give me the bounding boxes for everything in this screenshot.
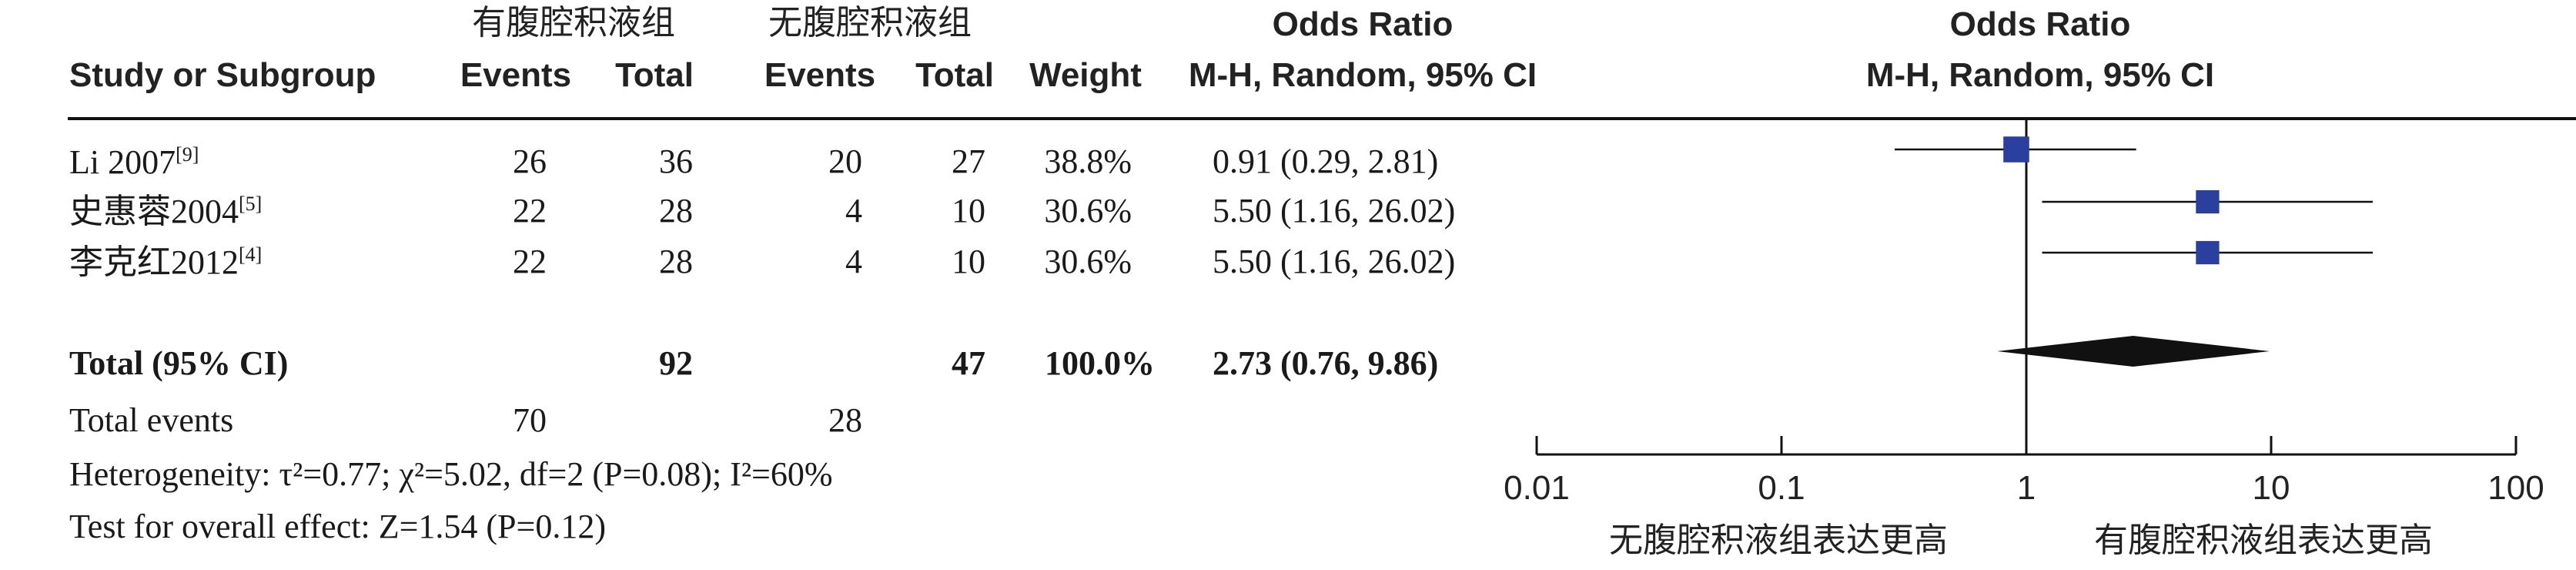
x-tick-label: 0.1 bbox=[1758, 469, 1805, 507]
events2-cell: 4 bbox=[845, 192, 862, 230]
events1-cell: 26 bbox=[513, 142, 547, 180]
weight-cell: 30.6% bbox=[1044, 192, 1132, 230]
events1-cell: 22 bbox=[513, 243, 547, 280]
total-events2: 28 bbox=[828, 401, 862, 439]
header-rule bbox=[68, 117, 2576, 120]
weight-cell: 38.8% bbox=[1044, 142, 1132, 180]
total2-sum: 47 bbox=[952, 344, 985, 382]
study-name: 史惠蓉2004[5] bbox=[69, 193, 263, 230]
total2-cell: 10 bbox=[952, 192, 985, 230]
events1-cell: 22 bbox=[513, 192, 547, 230]
group2-name: 无腹腔积液组 bbox=[768, 3, 972, 42]
total1-cell: 28 bbox=[659, 192, 693, 230]
ci-cell: 0.91 (0.29, 2.81) bbox=[1213, 142, 1439, 180]
group1-events-header: Events bbox=[460, 56, 572, 94]
or-column-title: Odds Ratio bbox=[1272, 5, 1454, 43]
group1-name: 有腹腔积液组 bbox=[472, 3, 675, 42]
pooled-diamond bbox=[1997, 336, 2270, 367]
total-ci: 2.73 (0.76, 9.86) bbox=[1213, 344, 1439, 382]
ci-cell: 5.50 (1.16, 26.02) bbox=[1213, 192, 1456, 230]
study-name: Li 2007[9] bbox=[69, 143, 199, 181]
x-tick-label: 0.01 bbox=[1504, 469, 1570, 507]
group2-events-header: Events bbox=[764, 56, 876, 94]
heterogeneity-text: Heterogeneity: τ²=0.77; χ²=5.02, df=2 (P… bbox=[69, 455, 833, 493]
ci-cell: 5.50 (1.16, 26.02) bbox=[1213, 243, 1456, 280]
study-column-header: Study or Subgroup bbox=[69, 56, 376, 94]
total1-sum: 92 bbox=[659, 344, 693, 382]
plot-title: Odds Ratio bbox=[1949, 5, 2131, 43]
weight-header: Weight bbox=[1029, 56, 1142, 94]
total2-cell: 27 bbox=[952, 142, 985, 180]
plot-method-header: M-H, Random, 95% CI bbox=[1865, 56, 2215, 94]
x-tick-label: 1 bbox=[2017, 469, 2036, 507]
favours-left-label: 无腹腔积液组表达更高 bbox=[1609, 521, 1948, 560]
total2-cell: 10 bbox=[952, 243, 985, 280]
total-weight: 100.0% bbox=[1045, 344, 1155, 382]
x-tick-label: 10 bbox=[2253, 469, 2290, 507]
events2-cell: 4 bbox=[845, 243, 862, 280]
total-events-label: Total events bbox=[69, 401, 234, 439]
favours-right-label: 有腹腔积液组表达更高 bbox=[2094, 521, 2433, 560]
study-name: 李克红2012[4] bbox=[69, 243, 263, 281]
weight-cell: 30.6% bbox=[1044, 243, 1132, 280]
total-events1: 70 bbox=[513, 401, 547, 439]
overall-effect-text: Test for overall effect: Z=1.54 (P=0.12) bbox=[69, 508, 606, 545]
total1-cell: 28 bbox=[659, 243, 693, 280]
total1-cell: 36 bbox=[659, 142, 693, 180]
study-marker bbox=[2196, 240, 2220, 265]
or-method-header: M-H, Random, 95% CI bbox=[1188, 56, 1537, 94]
study-marker bbox=[2196, 189, 2220, 214]
x-tick-label: 100 bbox=[2487, 469, 2544, 507]
study-marker bbox=[2003, 136, 2029, 163]
events2-cell: 20 bbox=[828, 142, 862, 180]
group2-total-header: Total bbox=[915, 56, 994, 94]
total-label: Total (95% CI) bbox=[69, 344, 289, 382]
group1-total-header: Total bbox=[615, 56, 694, 94]
